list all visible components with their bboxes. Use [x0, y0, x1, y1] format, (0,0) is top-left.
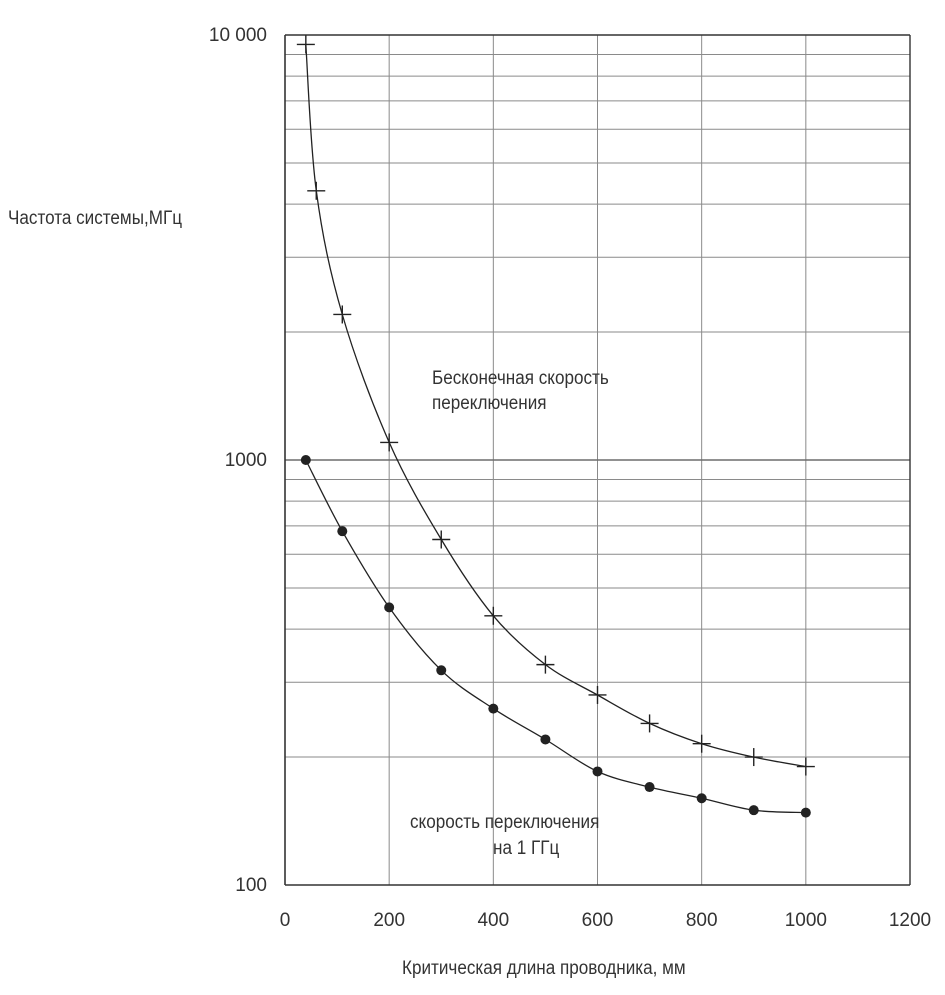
- annotation-1ghz-line-2: на 1 ГГц: [493, 838, 560, 859]
- series-layer: [296, 35, 815, 818]
- data-point-dot: [748, 805, 759, 816]
- data-point-plus: [307, 181, 326, 200]
- data-point-dot: [488, 703, 499, 714]
- axes: [284, 35, 911, 886]
- grid: [285, 34, 911, 885]
- series-line: [305, 44, 806, 768]
- data-point-dot: [540, 734, 551, 745]
- data-point-plus: [484, 606, 503, 625]
- y-tick-label: 10 000: [209, 25, 267, 46]
- x-tick-label: 600: [582, 910, 614, 931]
- y-tick-label: 1000: [225, 450, 267, 471]
- annotation-1ghz-line-1: скорость переключения: [410, 812, 600, 833]
- data-point-dot: [436, 665, 447, 676]
- data-point-dot: [592, 766, 603, 777]
- series-1: [296, 35, 815, 776]
- series-line: [305, 459, 806, 814]
- x-axis-label: Критическая длина проводника, мм: [402, 958, 686, 979]
- x-tick-label: 0: [280, 910, 291, 931]
- x-tick-label: 1200: [889, 910, 931, 931]
- data-point-plus: [640, 714, 659, 733]
- data-point-plus: [333, 305, 352, 324]
- x-tick-label: 200: [373, 910, 405, 931]
- x-tick-label: 800: [686, 910, 718, 931]
- x-tick-label: 1000: [785, 910, 827, 931]
- data-point-dot: [800, 807, 811, 818]
- annotation-infinite-line-2: переключения: [432, 393, 547, 414]
- data-point-plus: [380, 433, 399, 452]
- data-point-plus: [744, 748, 763, 767]
- data-point-dot: [300, 455, 311, 465]
- y-tick-label: 100: [235, 875, 267, 896]
- y-axis-label: Частота системы,МГц: [8, 208, 183, 229]
- series-2: [300, 455, 811, 818]
- tick-labels: 0 200 400 600 800 1000 1200 100 1000 10 000: [209, 25, 931, 931]
- data-point-dot: [337, 526, 348, 537]
- data-point-plus: [692, 734, 711, 753]
- data-point-dot: [384, 602, 395, 613]
- data-point-plus: [588, 685, 607, 704]
- x-tick-label: 400: [477, 910, 509, 931]
- data-point-plus: [296, 35, 315, 54]
- data-point-dot: [696, 793, 707, 804]
- data-point-plus: [432, 530, 451, 549]
- data-point-plus: [536, 655, 555, 674]
- data-point-plus: [796, 757, 815, 776]
- data-point-dot: [644, 782, 655, 793]
- annotation-infinite-line-1: Бесконечная скорость: [432, 368, 609, 389]
